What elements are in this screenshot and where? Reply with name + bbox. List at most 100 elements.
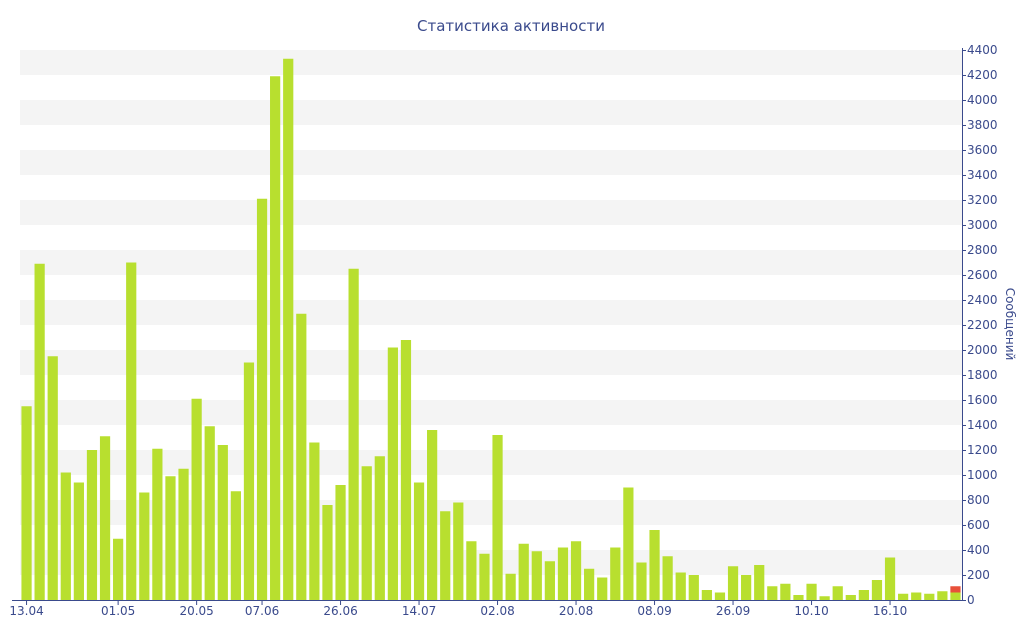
bar <box>584 568 595 600</box>
chart-title: Статистика активности <box>417 17 605 35</box>
grid-band <box>20 100 962 125</box>
y-tick-label: 1800 <box>967 368 998 382</box>
x-tick-label: 10.10 <box>794 604 828 618</box>
y-tick-label: 3000 <box>967 218 998 232</box>
bar <box>898 593 909 600</box>
axes: 0 200 400 600 800 1000 1200 1400 1600 1800 2000 220… <box>9 43 997 618</box>
bar <box>361 466 372 600</box>
y-tick-label: 2200 <box>967 318 998 332</box>
bar <box>871 580 883 600</box>
y-tick-label: 4200 <box>967 68 998 82</box>
bar <box>924 593 935 600</box>
bar <box>819 596 830 600</box>
bar <box>348 268 359 600</box>
bar <box>662 556 673 600</box>
x-tick-label: 26.06 <box>323 604 357 618</box>
y-tick-label: 0 <box>967 593 975 607</box>
bar <box>727 566 739 600</box>
grid-band <box>20 50 962 75</box>
bar <box>858 590 869 600</box>
bar <box>113 538 124 600</box>
bar <box>884 557 896 600</box>
y-tick-label: 2600 <box>967 268 998 282</box>
x-tick-label: 08.09 <box>637 604 671 618</box>
x-tick-label: 14.07 <box>402 604 436 618</box>
y-tick-label: 400 <box>967 543 990 557</box>
grid-band <box>20 450 962 475</box>
bar <box>531 551 542 600</box>
bar <box>21 406 32 600</box>
bar <box>243 362 255 600</box>
y-tick-label: 200 <box>967 568 990 582</box>
y-axis-label: Сообщений <box>1003 288 1017 361</box>
bar <box>256 198 268 600</box>
y-tick-label: 3400 <box>967 168 998 182</box>
x-tick-label: 07.06 <box>245 604 279 618</box>
y-tick-label: 2800 <box>967 243 998 257</box>
bar <box>374 456 385 600</box>
bar <box>845 595 856 600</box>
x-tick-label: 26.09 <box>716 604 750 618</box>
x-tick-label: 13.04 <box>9 604 43 618</box>
bar <box>191 398 202 600</box>
y-tick-label: 4000 <box>967 93 998 107</box>
bar <box>86 450 98 600</box>
bar <box>479 553 490 600</box>
bar <box>937 591 948 600</box>
bar <box>741 575 752 600</box>
bar <box>806 583 817 600</box>
bar <box>950 592 961 600</box>
y-tick-label: 800 <box>967 493 990 507</box>
bar <box>492 435 503 600</box>
bar <box>204 426 215 600</box>
bar <box>466 541 477 600</box>
bar <box>754 565 765 600</box>
grid-band <box>20 300 962 325</box>
grid-band <box>20 350 962 375</box>
bar <box>387 347 398 600</box>
y-tick-label: 4400 <box>967 43 998 57</box>
y-tick-label: 3600 <box>967 143 998 157</box>
x-tick-label: 20.05 <box>179 604 213 618</box>
bar <box>793 595 804 600</box>
bar <box>217 445 228 600</box>
bar <box>73 482 84 600</box>
x-tick-label: 20.08 <box>559 604 593 618</box>
bar <box>400 340 412 600</box>
bar <box>322 505 333 600</box>
bar <box>505 573 516 600</box>
bar <box>675 572 686 600</box>
y-tick-label: 3200 <box>967 193 998 207</box>
y-tick-label: 1400 <box>967 418 998 432</box>
y-tick-label: 2000 <box>967 343 998 357</box>
bar <box>570 541 582 600</box>
y-tick-label: 2400 <box>967 293 998 307</box>
bar <box>518 543 529 600</box>
bar <box>60 472 71 600</box>
x-tick-label: 02.08 <box>480 604 514 618</box>
y-tick-label: 600 <box>967 518 990 532</box>
bar <box>597 577 608 600</box>
bar <box>453 502 464 600</box>
bar <box>557 547 569 600</box>
grid-band <box>20 500 962 525</box>
bar <box>335 485 346 600</box>
bar-series <box>21 58 961 600</box>
grid-band <box>20 400 962 425</box>
bar <box>636 562 647 600</box>
bar <box>126 262 137 600</box>
bar <box>544 561 555 600</box>
bar <box>283 58 294 600</box>
grid-bands <box>20 50 962 575</box>
bar <box>413 482 425 600</box>
x-tick-label: 16.10 <box>873 604 907 618</box>
bar <box>832 586 843 600</box>
bar <box>610 547 621 600</box>
bar <box>911 592 922 600</box>
bar <box>623 487 634 600</box>
y-tick-label: 3800 <box>967 118 998 132</box>
bar <box>139 492 150 600</box>
x-tick-label: 01.05 <box>101 604 135 618</box>
